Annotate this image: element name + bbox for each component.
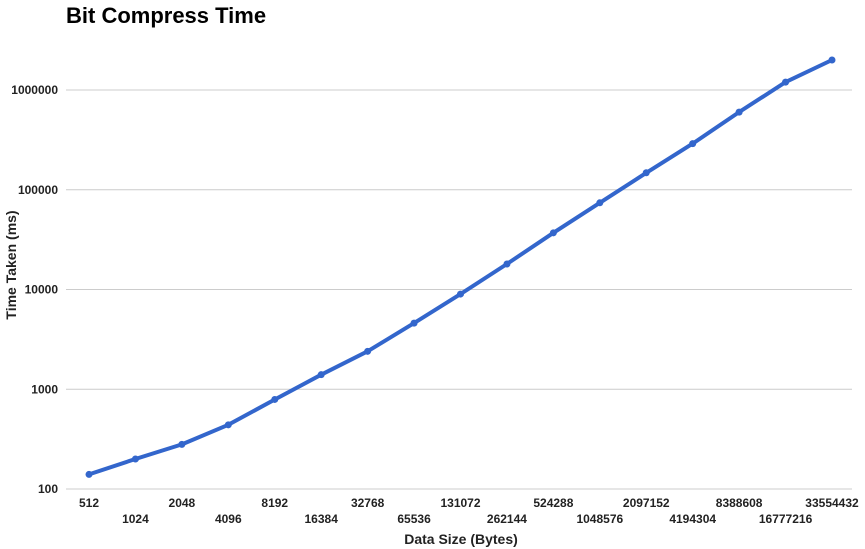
y-tick-label: 100000 [18,183,58,197]
x-tick-label: 8388608 [716,496,763,510]
gridlines [66,89,852,490]
y-tick-label: 1000 [31,382,58,396]
data-point [828,56,836,64]
data-point [271,395,279,403]
x-tick-label: 1048576 [576,512,623,526]
x-tick-label: 4194304 [669,512,716,526]
data-point [735,108,743,116]
x-tick-label: 131072 [440,496,480,510]
x-tick-label: 8192 [261,496,288,510]
x-tick-label: 65536 [397,512,431,526]
x-tick-label: 2097152 [623,496,670,510]
x-axis-ticks: 512 1024 2048 4096 8192 16384 32768 65536 131072… [79,496,859,526]
x-tick-label: 16777216 [759,512,813,526]
data-point [503,260,511,268]
data-point [178,440,186,448]
x-tick-label: 1024 [122,512,149,526]
y-axis-ticks: 100 1000 10000 100000 1000000 [11,83,58,496]
series-line [87,58,834,477]
y-axis-title: Time Taken (ms) [3,210,19,319]
x-tick-label: 2048 [169,496,196,510]
data-point [457,290,464,298]
data-point [596,199,604,207]
y-tick-label: 1000000 [11,83,58,97]
data-point [642,169,650,177]
x-tick-label: 33554432 [805,496,859,510]
chart-title: Bit Compress Time [66,3,266,28]
data-point [410,319,418,327]
y-tick-label: 10000 [25,283,59,297]
data-point [782,78,790,86]
x-tick-label: 262144 [487,512,527,526]
x-tick-label: 512 [79,496,99,510]
data-point [131,455,139,463]
y-tick-label: 100 [38,482,58,496]
data-point [224,421,232,429]
x-axis-title: Data Size (Bytes) [404,531,518,547]
data-point [549,229,557,237]
series-layer [85,56,836,478]
x-tick-label: 524288 [533,496,573,510]
data-point [317,371,325,379]
x-tick-label: 32768 [351,496,385,510]
x-tick-label: 4096 [215,512,242,526]
data-point [689,140,697,148]
data-point [85,470,93,478]
x-tick-label: 16384 [305,512,339,526]
data-point [364,347,372,355]
